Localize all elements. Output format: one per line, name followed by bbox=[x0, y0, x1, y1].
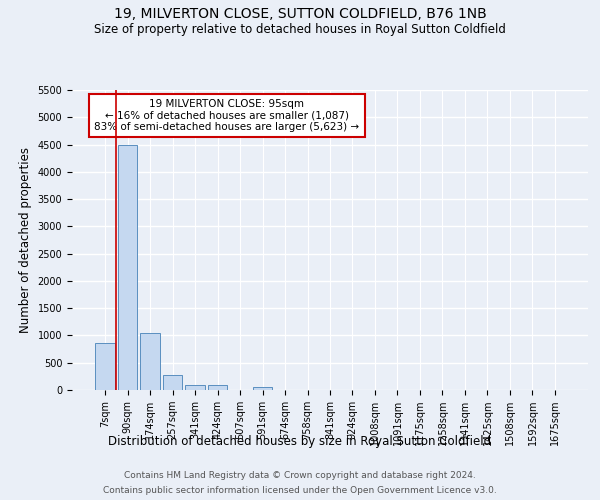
Y-axis label: Number of detached properties: Number of detached properties bbox=[19, 147, 32, 333]
Bar bbox=[185, 386, 205, 390]
Text: 19 MILVERTON CLOSE: 95sqm
← 16% of detached houses are smaller (1,087)
83% of se: 19 MILVERTON CLOSE: 95sqm ← 16% of detac… bbox=[94, 99, 359, 132]
Bar bbox=[208, 386, 227, 390]
Text: Contains public sector information licensed under the Open Government Licence v3: Contains public sector information licen… bbox=[103, 486, 497, 495]
Text: Contains HM Land Registry data © Crown copyright and database right 2024.: Contains HM Land Registry data © Crown c… bbox=[124, 471, 476, 480]
Bar bbox=[95, 342, 115, 390]
Bar bbox=[118, 144, 137, 390]
Text: Distribution of detached houses by size in Royal Sutton Coldfield: Distribution of detached houses by size … bbox=[109, 435, 491, 448]
Text: Size of property relative to detached houses in Royal Sutton Coldfield: Size of property relative to detached ho… bbox=[94, 22, 506, 36]
Bar bbox=[163, 375, 182, 390]
Text: 19, MILVERTON CLOSE, SUTTON COLDFIELD, B76 1NB: 19, MILVERTON CLOSE, SUTTON COLDFIELD, B… bbox=[113, 8, 487, 22]
Bar bbox=[140, 332, 160, 390]
Bar bbox=[253, 387, 272, 390]
